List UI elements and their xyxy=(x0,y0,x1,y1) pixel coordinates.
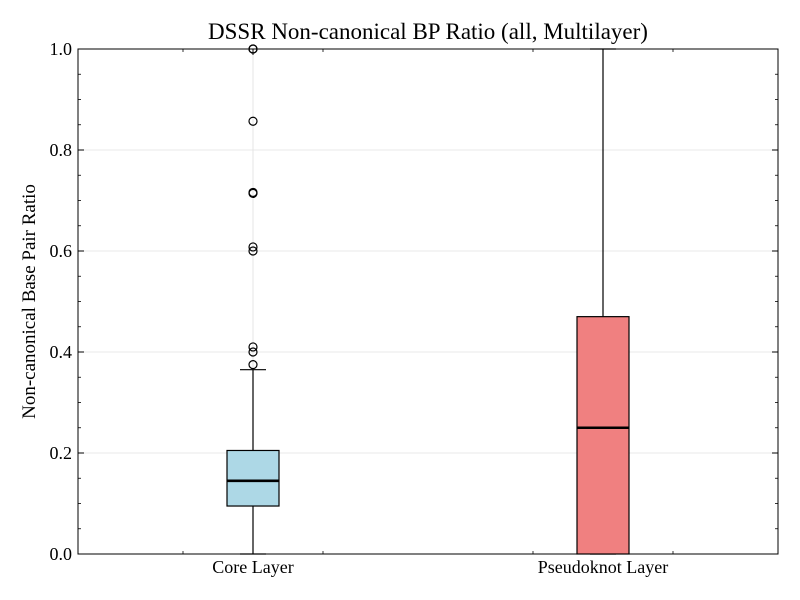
iqr-box xyxy=(576,316,630,555)
outlier-point xyxy=(248,187,258,198)
outlier-point xyxy=(248,116,258,126)
chart-title: DSSR Non-canonical BP Ratio (all, Multil… xyxy=(208,19,648,44)
iqr-box xyxy=(226,449,280,507)
outlier-point xyxy=(248,246,258,256)
x-tick-label: Pseudoknot Layer xyxy=(538,557,668,577)
outlier-point xyxy=(248,360,258,370)
grid-lines xyxy=(78,48,778,555)
box-series xyxy=(226,44,630,555)
axis-ticks xyxy=(78,48,778,555)
tick-labels: 0.0 0.2 0.4 0.6 0.8 1.0 Core Layer Pseudoknot L… xyxy=(50,39,669,577)
x-tick-label: Core Layer xyxy=(212,557,293,577)
y-tick-label: 0.8 xyxy=(50,140,73,160)
outlier-point xyxy=(248,242,258,252)
y-tick-label: 0.0 xyxy=(50,544,73,564)
y-axis-label: Non-canonical Base Pair Ratio xyxy=(19,184,40,419)
y-tick-label: 0.6 xyxy=(50,241,73,261)
y-tick-label: 0.2 xyxy=(50,443,73,463)
outlier-point xyxy=(248,342,258,352)
plot-frame xyxy=(77,48,779,555)
box-group-1 xyxy=(576,48,630,555)
y-tick-label: 0.4 xyxy=(50,342,73,362)
outlier-point xyxy=(248,347,258,357)
y-tick-label: 1.0 xyxy=(50,39,73,59)
